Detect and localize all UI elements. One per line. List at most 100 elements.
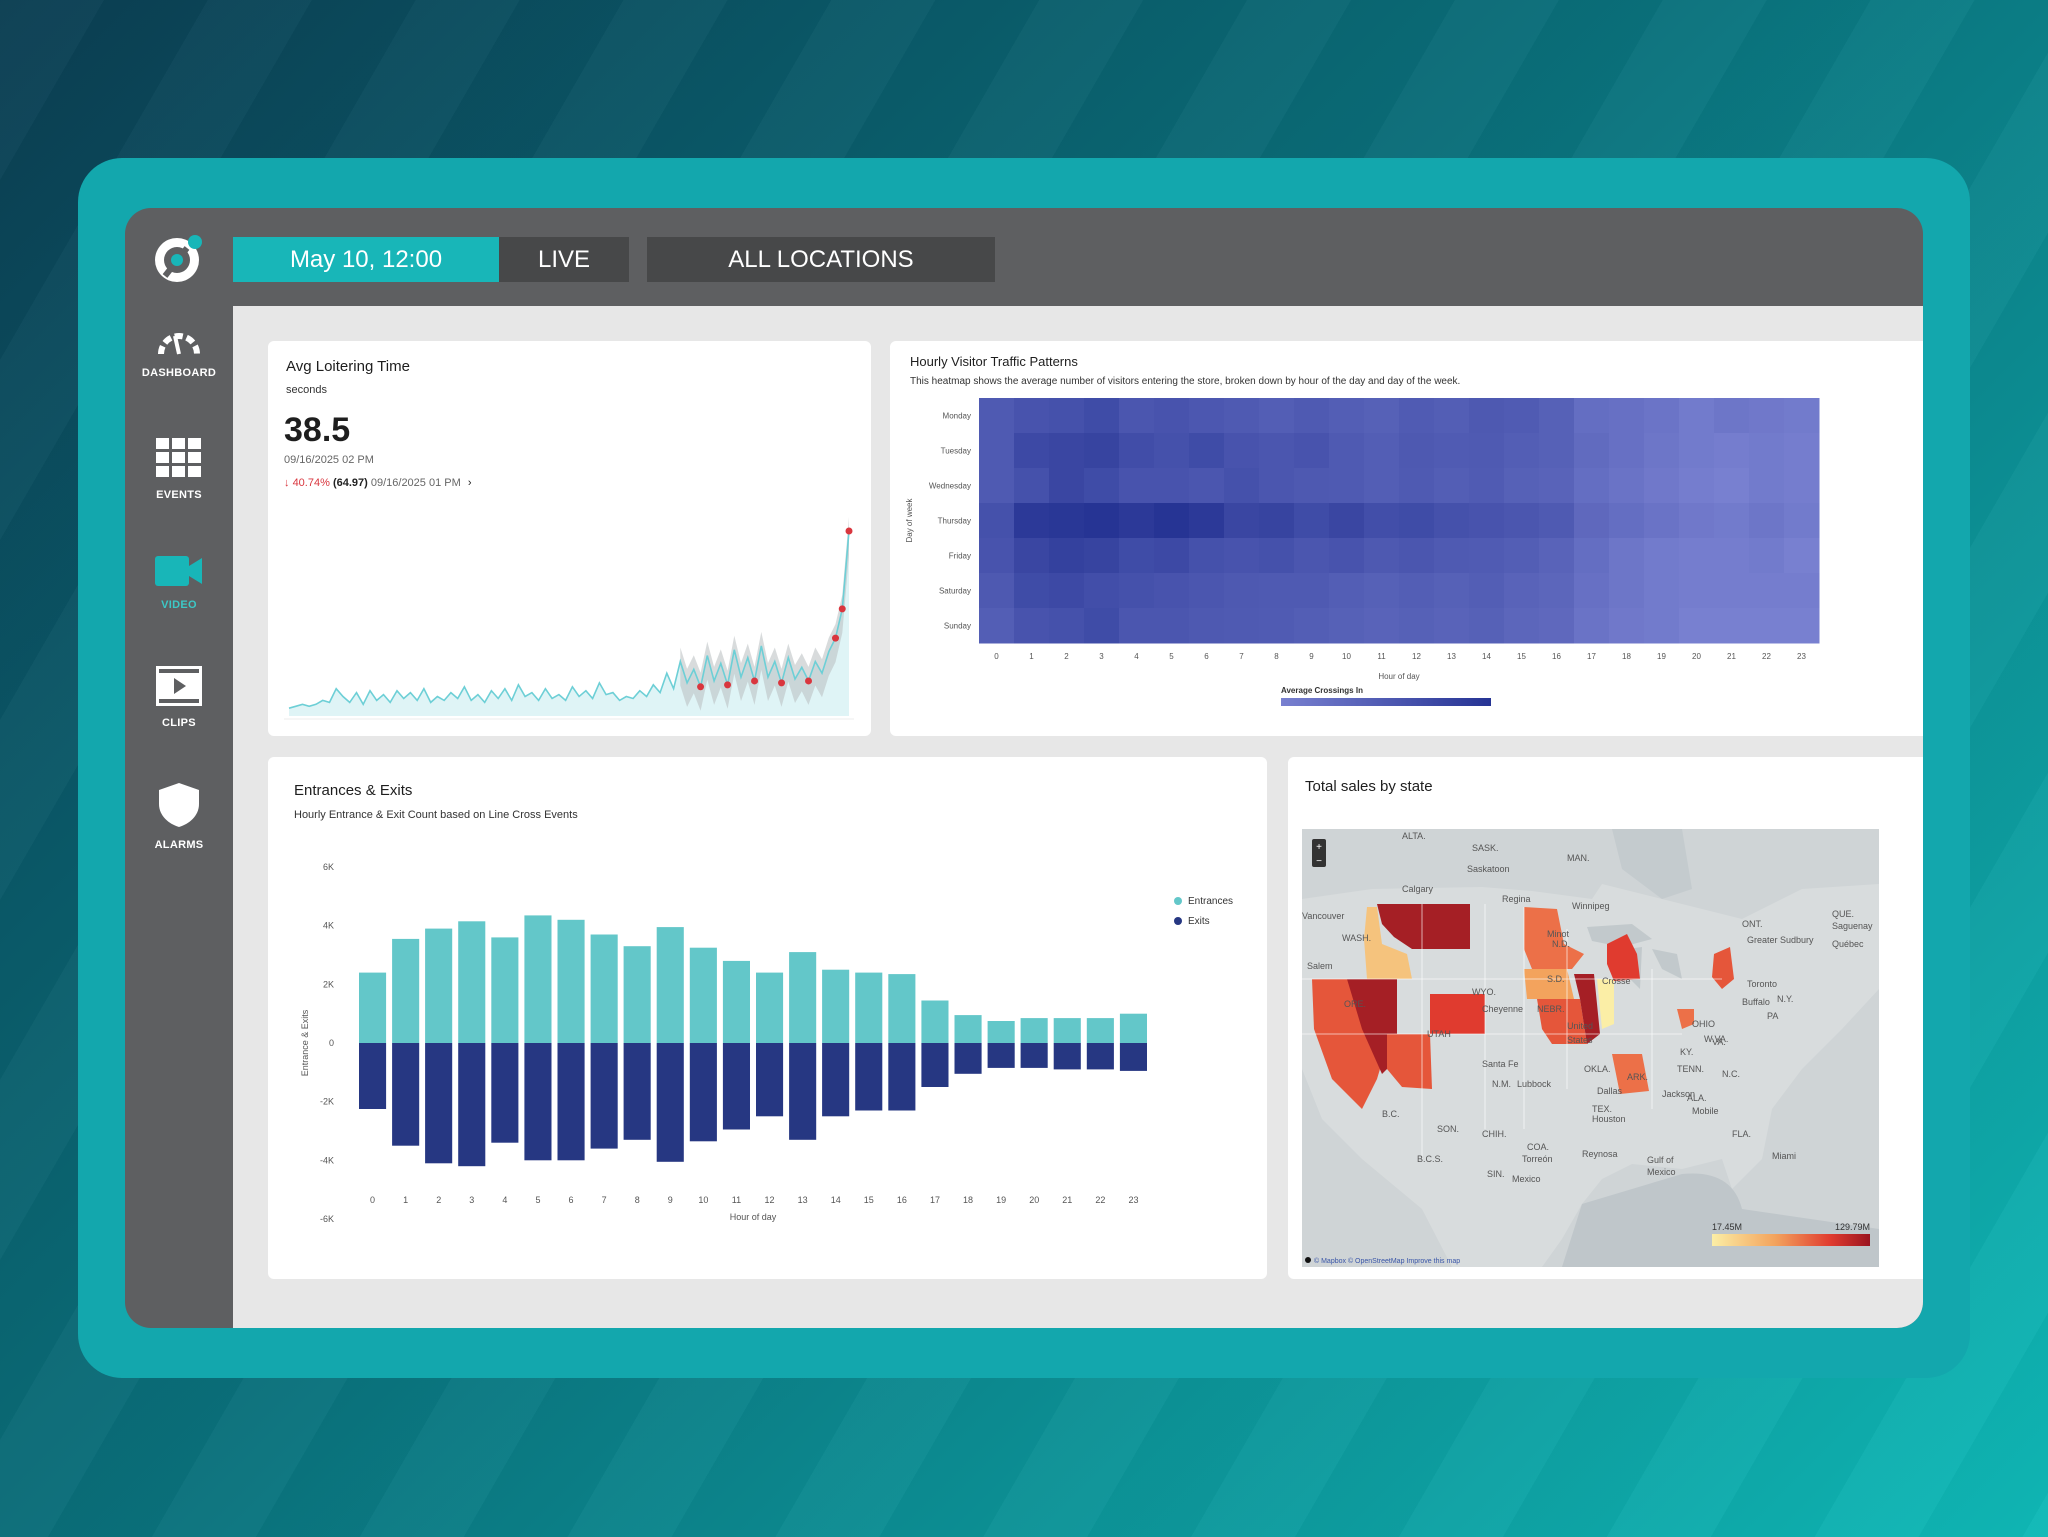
state-michigan[interactable]	[1607, 934, 1640, 981]
exit-bar[interactable]	[392, 1043, 420, 1146]
entrance-bar[interactable]	[524, 915, 552, 1043]
anomaly-marker[interactable]	[751, 677, 759, 685]
heatmap-cell[interactable]	[1329, 433, 1365, 469]
heatmap-cell[interactable]	[1749, 538, 1785, 574]
heatmap-cell[interactable]	[1189, 433, 1225, 469]
heatmap-cell[interactable]	[1609, 538, 1645, 574]
heatmap-cell[interactable]	[1574, 468, 1610, 504]
heatmap-cell[interactable]	[1154, 398, 1190, 434]
heatmap-cell[interactable]	[1504, 433, 1540, 469]
entrance-bar[interactable]	[789, 952, 817, 1043]
heatmap-cell[interactable]	[1084, 433, 1120, 469]
exit-bar[interactable]	[954, 1043, 982, 1074]
heatmap-cell[interactable]	[1504, 538, 1540, 574]
heatmap-cell[interactable]	[1329, 538, 1365, 574]
heatmap-cell[interactable]	[1014, 608, 1050, 644]
heatmap-cell[interactable]	[1679, 398, 1715, 434]
exit-bar[interactable]	[656, 1043, 684, 1162]
heatmap-cell[interactable]	[1259, 433, 1295, 469]
heatmap-cell[interactable]	[1189, 608, 1225, 644]
heatmap-cell[interactable]	[1679, 608, 1715, 644]
heatmap-cell[interactable]	[1224, 468, 1260, 504]
exit-bar[interactable]	[425, 1043, 453, 1164]
zoom-out-icon[interactable]: −	[1316, 856, 1322, 867]
heatmap-cell[interactable]	[1434, 573, 1470, 609]
heatmap-cell[interactable]	[1154, 503, 1190, 539]
heatmap-cell[interactable]	[1609, 433, 1645, 469]
heatmap-cell[interactable]	[1329, 468, 1365, 504]
entrance-bar[interactable]	[557, 919, 585, 1043]
entrance-bar[interactable]	[756, 972, 784, 1043]
exit-bar[interactable]	[557, 1043, 585, 1161]
heatmap-cell[interactable]	[1119, 608, 1155, 644]
sidebar-item-video[interactable]: VIDEO	[125, 554, 233, 611]
heatmap-cell[interactable]	[1679, 433, 1715, 469]
exit-bar[interactable]	[789, 1043, 817, 1140]
heatmap-cell[interactable]	[1714, 608, 1750, 644]
heatmap-cell[interactable]	[1434, 433, 1470, 469]
entrance-bar[interactable]	[590, 934, 618, 1044]
sidebar-item-alarms[interactable]: ALARMS	[125, 782, 233, 851]
heatmap-cell[interactable]	[1784, 608, 1820, 644]
heatmap-cell[interactable]	[1644, 398, 1680, 434]
heatmap-cell[interactable]	[1294, 433, 1330, 469]
heatmap-cell[interactable]	[1434, 468, 1470, 504]
heatmap-cell[interactable]	[1469, 608, 1505, 644]
exit-bar[interactable]	[524, 1043, 552, 1161]
heatmap-cell[interactable]	[1119, 433, 1155, 469]
heatmap-cell[interactable]	[1294, 468, 1330, 504]
heatmap-cell[interactable]	[1294, 538, 1330, 574]
heatmap-cell[interactable]	[1014, 538, 1050, 574]
heatmap-cell[interactable]	[1644, 468, 1680, 504]
entrance-bar[interactable]	[392, 938, 420, 1043]
heatmap-cell[interactable]	[1189, 538, 1225, 574]
heatmap-cell[interactable]	[1329, 608, 1365, 644]
heatmap-cell[interactable]	[1539, 538, 1575, 574]
heatmap-cell[interactable]	[1609, 468, 1645, 504]
exit-bar[interactable]	[359, 1043, 387, 1109]
heatmap-cell[interactable]	[1714, 573, 1750, 609]
heatmap-cell[interactable]	[1119, 398, 1155, 434]
location-selector[interactable]: ALL LOCATIONS	[647, 237, 995, 282]
heatmap-cell[interactable]	[1224, 608, 1260, 644]
heatmap-cell[interactable]	[1714, 538, 1750, 574]
heatmap-cell[interactable]	[1329, 398, 1365, 434]
heatmap-cell[interactable]	[1014, 573, 1050, 609]
heatmap-cell[interactable]	[1714, 433, 1750, 469]
heatmap-cell[interactable]	[1329, 573, 1365, 609]
anomaly-marker[interactable]	[805, 677, 813, 685]
entrance-bar[interactable]	[987, 1021, 1015, 1043]
state-arizona[interactable]	[1387, 1034, 1432, 1089]
heatmap-cell[interactable]	[1574, 503, 1610, 539]
heatmap-cell[interactable]	[1084, 538, 1120, 574]
heatmap-cell[interactable]	[1784, 398, 1820, 434]
anomaly-marker[interactable]	[778, 679, 786, 687]
heatmap-cell[interactable]	[1189, 398, 1225, 434]
heatmap-cell[interactable]	[1224, 538, 1260, 574]
entrance-bar[interactable]	[954, 1015, 982, 1043]
entrance-bar[interactable]	[855, 972, 883, 1043]
anomaly-marker[interactable]	[697, 683, 705, 691]
heatmap-cell[interactable]	[1294, 608, 1330, 644]
heatmap-cell[interactable]	[1399, 608, 1435, 644]
heatmap-cell[interactable]	[1224, 503, 1260, 539]
heatmap-cell[interactable]	[979, 503, 1015, 539]
heatmap-cell[interactable]	[1084, 608, 1120, 644]
date-time-button[interactable]: May 10, 12:00	[233, 237, 499, 282]
heatmap-cell[interactable]	[1364, 573, 1400, 609]
heatmap-cell[interactable]	[979, 538, 1015, 574]
heatmap-cell[interactable]	[1189, 503, 1225, 539]
legend-label[interactable]: Exits	[1188, 916, 1210, 927]
heatmap-cell[interactable]	[1469, 538, 1505, 574]
heatmap-cell[interactable]	[979, 608, 1015, 644]
heatmap-cell[interactable]	[1714, 503, 1750, 539]
heatmap-cell[interactable]	[1784, 538, 1820, 574]
exit-bar[interactable]	[822, 1043, 850, 1117]
heatmap-cell[interactable]	[1224, 573, 1260, 609]
exit-bar[interactable]	[756, 1043, 784, 1117]
heatmap-cell[interactable]	[1504, 573, 1540, 609]
heatmap-cell[interactable]	[1014, 468, 1050, 504]
heatmap-cell[interactable]	[979, 433, 1015, 469]
state-georgia[interactable]	[1612, 1054, 1649, 1094]
heatmap-cell[interactable]	[1154, 433, 1190, 469]
